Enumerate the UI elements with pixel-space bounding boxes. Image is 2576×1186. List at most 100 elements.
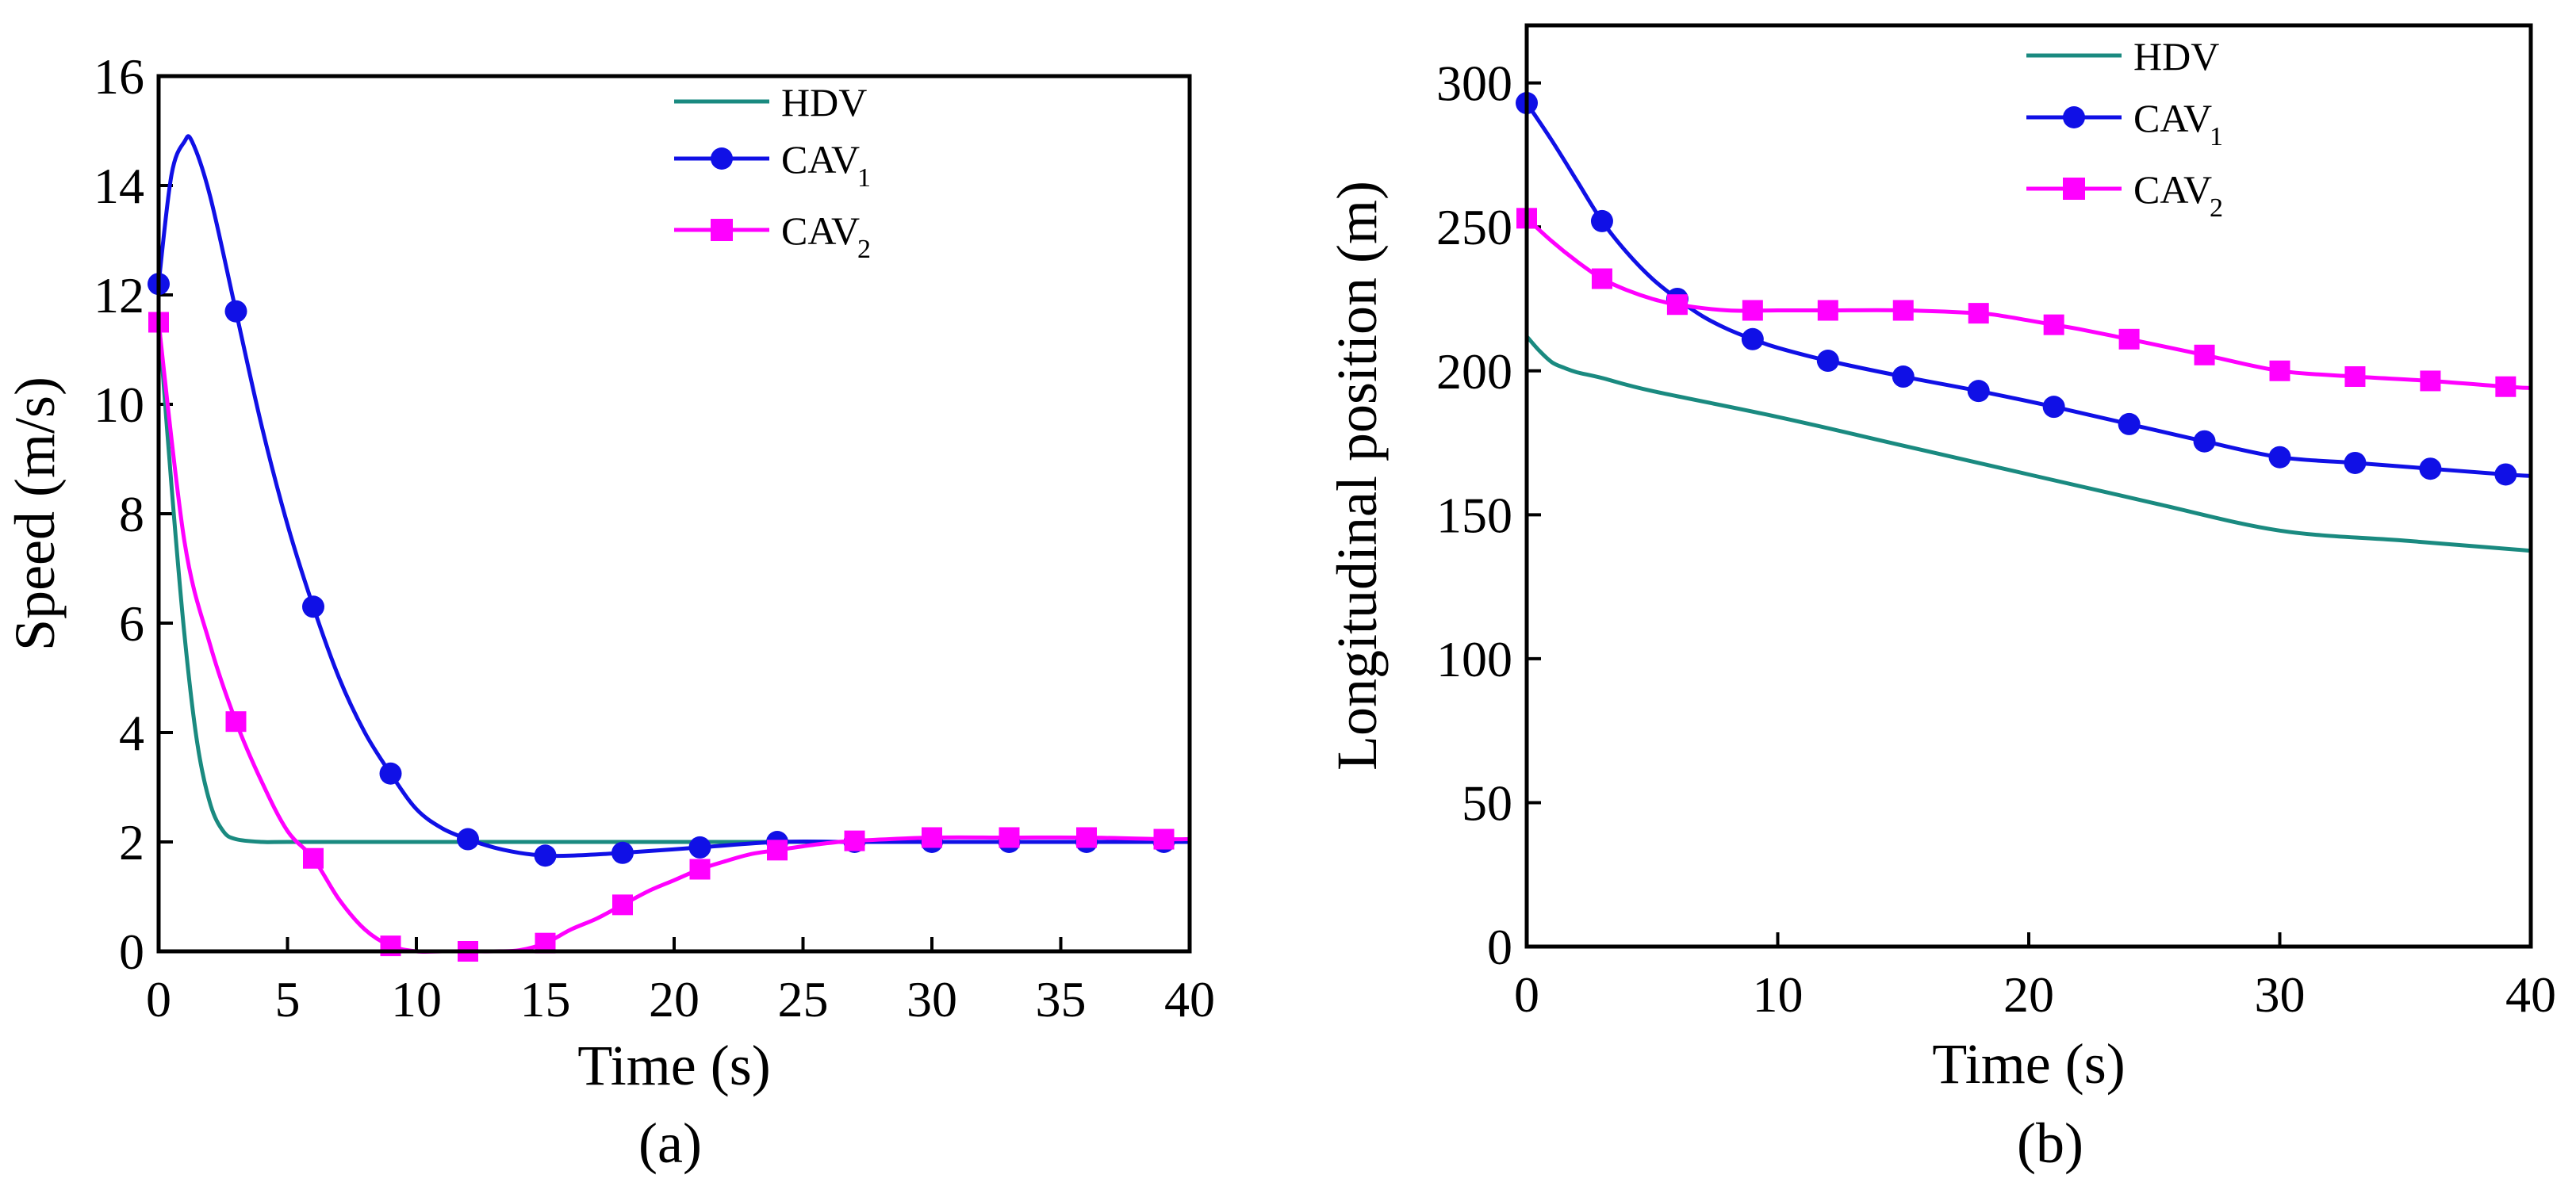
position-chart-y-axis-label: Longitudinal position (m) [1325,181,1389,771]
position-chart-point-cav1 [1967,380,1990,403]
position-chart-x-tick-label: 40 [2505,966,2556,1023]
speed-chart-y-tick-label: 14 [94,158,144,214]
legend-cav2-subscript: 2 [2210,193,2223,223]
speed-chart-series-line-cav1 [156,134,1190,859]
position-chart-point-cav2 [2043,314,2064,335]
position-chart-y-tick-label: 300 [1436,55,1512,112]
legend-cav2-label: CAV [2133,167,2212,212]
speed-chart-point-cav2 [844,830,865,851]
speed-chart-x-tick-label: 40 [1164,971,1215,1027]
speed-chart-legend: HDV CAV 1 CAV 2 [674,80,871,264]
position-chart-plot-frame [1524,23,2533,949]
speed-chart-point-cav1 [302,595,324,618]
legend-cav1-subscript: 1 [857,163,871,193]
position-chart-point-cav1 [1741,327,1764,350]
position-chart-ticks [1525,81,2532,948]
position-chart-y-tick-label: 100 [1436,631,1512,687]
speed-chart-point-cav1 [457,828,479,851]
speed-chart-x-tick-label: 25 [778,971,829,1027]
legend-cav1-marker [2063,106,2085,128]
speed-chart-point-cav2 [689,859,711,880]
speed-chart-point-cav2 [612,894,633,916]
speed-chart-point-cav2 [225,711,247,733]
position-chart-point-cav1 [1816,350,1839,373]
speed-chart-point-cav2 [767,840,788,861]
position-chart-y-tick-label: 0 [1487,919,1512,975]
legend-cav2-marker [711,219,733,241]
position-chart-series-line-cav2 [1525,216,2532,390]
position-chart-point-cav2 [2495,376,2517,397]
position-chart-tick-labels: 0 10 20 30 40 0 50 100 150 200 250 300 [1436,55,2556,1023]
speed-chart-y-tick-label: 8 [119,486,144,542]
position-chart-point-cav2 [2194,344,2215,365]
speed-chart-point-cav1 [224,300,247,323]
position-chart-y-tick-label: 50 [1462,775,1512,831]
speed-chart-x-tick-label: 5 [275,971,301,1027]
legend-hdv-label: HDV [2133,34,2219,78]
legend-hdv-label: HDV [781,80,867,124]
position-chart-legend: HDV CAV 1 CAV 2 [2026,34,2223,223]
speed-chart-y-tick-label: 0 [119,924,144,980]
speed-chart-x-tick-label: 30 [907,971,957,1027]
position-chart-caption: (b) [2017,1111,2083,1175]
position-chart-point-cav1 [2344,451,2367,474]
legend-cav1-subscript: 1 [2210,122,2223,151]
position-chart: 0 10 20 30 40 0 50 100 150 200 250 300 Time (s) Lon… [1325,23,2556,1175]
speed-chart-point-cav2 [922,827,942,848]
position-chart-point-cav1 [2118,412,2141,435]
speed-chart-point-cav2 [1076,827,1097,848]
position-chart-point-cav1 [1590,209,1613,232]
position-chart-x-axis-label: Time (s) [1932,1032,2125,1096]
speed-chart-y-tick-label: 16 [94,48,144,105]
position-chart-point-cav2 [1591,268,1612,289]
position-chart-point-cav2 [2118,328,2140,350]
position-chart-point-cav2 [1968,303,1989,324]
legend-cav2-subscript: 2 [857,235,871,264]
speed-chart-point-cav1 [611,841,634,864]
legend-cav2-label: CAV [781,209,860,253]
position-chart-y-tick-label: 250 [1436,199,1512,255]
position-chart-point-cav1 [2494,463,2517,486]
legend-cav1-label: CAV [2133,96,2212,140]
speed-chart-x-tick-label: 15 [520,971,571,1027]
position-chart-point-cav1 [2193,430,2216,453]
position-chart-series-line-hdv [1525,335,2532,553]
speed-chart-series [148,134,1190,962]
position-chart-point-cav1 [2419,457,2442,480]
speed-chart-x-tick-label: 10 [391,971,442,1027]
position-chart-point-cav2 [1742,300,1763,321]
speed-chart-caption: (a) [638,1111,702,1175]
position-chart-point-cav2 [2269,360,2290,381]
position-chart-point-cav2 [1666,294,1688,316]
speed-chart-point-cav1 [534,844,557,867]
position-chart-point-cav2 [2420,370,2441,392]
speed-chart-y-tick-label: 2 [119,814,144,870]
speed-chart-point-cav2 [999,827,1020,848]
position-chart-point-cav2 [2344,366,2366,388]
speed-chart-x-tick-label: 0 [146,971,171,1027]
speed-chart-point-cav1 [688,836,711,859]
position-chart-x-tick-label: 0 [1514,966,1539,1023]
speed-chart-x-axis-label: Time (s) [577,1034,770,1097]
speed-chart-point-cav1 [379,762,402,785]
legend-cav1-label: CAV [781,137,860,182]
speed-chart-point-cav2 [303,847,324,869]
position-chart-y-tick-label: 150 [1436,487,1512,543]
position-chart-point-cav2 [1817,300,1838,321]
legend-cav1-marker [711,147,733,170]
speed-chart-y-axis-label: Speed (m/s) [3,377,67,651]
speed-chart-y-tick-label: 12 [94,267,144,323]
position-chart-x-tick-label: 30 [2255,966,2306,1023]
position-chart-point-cav1 [2042,396,2065,419]
speed-chart-plot-frame [156,74,1192,954]
position-chart-x-tick-label: 20 [2003,966,2054,1023]
speed-chart-x-tick-label: 20 [649,971,700,1027]
speed-chart-ticks [157,75,1191,953]
position-chart-point-cav2 [1892,300,1914,321]
speed-chart-y-tick-label: 6 [119,595,144,652]
speed-chart-series-line-hdv [156,316,1190,844]
